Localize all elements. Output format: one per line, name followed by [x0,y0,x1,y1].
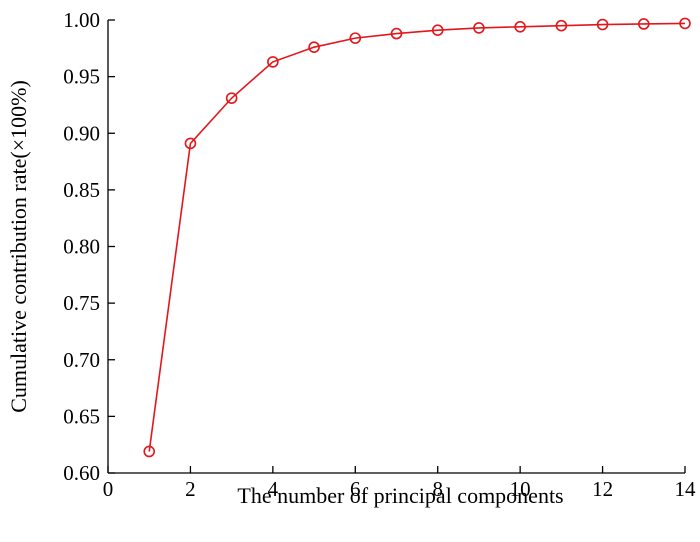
data-point-marker [267,56,279,68]
series-layer [143,17,691,458]
data-point-marker [473,22,485,34]
x-ticks: 0 2 4 6 8 10 12 14 [103,466,696,501]
data-point-marker [225,92,238,104]
y-tick-label: 0.95 [63,65,100,89]
x-tick-label: 6 [350,477,361,501]
data-point-marker [390,27,403,40]
x-axis-title: The number of principal components [237,483,563,508]
data-point-marker [596,18,609,31]
data-point-marker [349,32,362,44]
y-tick-label: 0.70 [63,348,100,372]
data-point-marker [143,445,156,458]
axes [107,20,685,474]
x-tick-label: 14 [675,477,697,501]
y-ticks: 0.60 0.65 0.70 0.75 0.80 0.85 0.90 0.95 1.00 [63,8,115,485]
data-point-marker [679,17,691,30]
data-point-marker [308,41,320,53]
data-point-marker [514,20,526,33]
x-tick-label: 0 [103,477,114,501]
x-tick-label: 4 [268,477,279,501]
y-tick-label: 0.60 [63,461,100,485]
x-tick-label: 2 [185,477,196,501]
data-point-marker [555,19,568,32]
y-tick-label: 0.85 [63,178,100,202]
y-axis-title: Cumulative contribution rate(×100%) [6,80,31,413]
data-point-marker [431,24,444,36]
series-line [148,22,686,452]
x-tick-label: 10 [510,477,531,501]
y-tick-label: 0.90 [63,121,100,145]
x-tick-label: 8 [432,477,443,501]
data-point-marker [184,137,197,150]
y-tick-label: 1.00 [63,8,100,32]
y-tick-label: 0.80 [63,235,100,259]
y-tick-label: 0.75 [63,291,100,315]
x-tick-label: 12 [592,477,613,501]
y-tick-label: 0.65 [63,404,100,428]
data-point-marker [637,18,650,30]
